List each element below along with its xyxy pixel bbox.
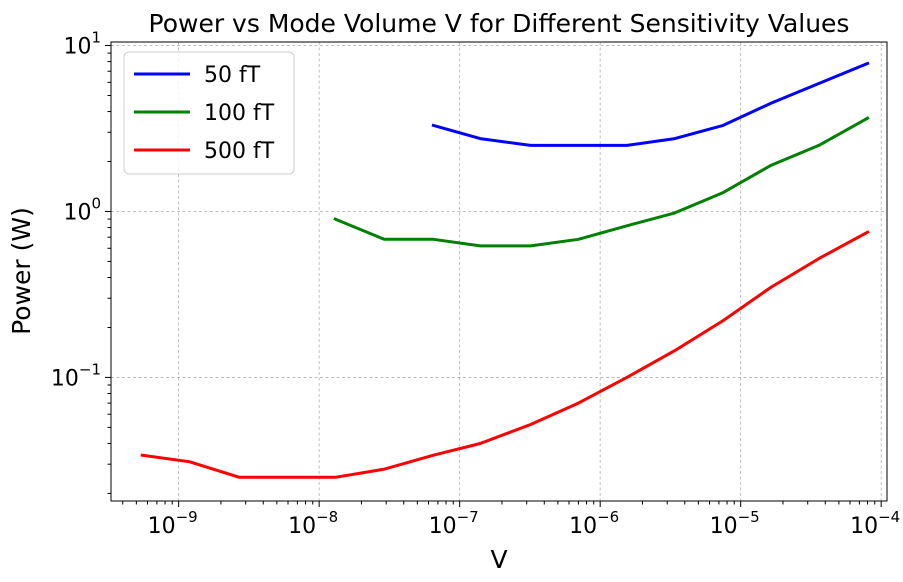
legend-label: 50 fT: [204, 63, 261, 88]
series-line-3: [140, 230, 870, 479]
y-tick-exp: 0: [91, 194, 101, 212]
x-tick-base: 10: [288, 514, 316, 539]
x-tick-label: 10−8: [288, 508, 338, 539]
x-tick-base: 10: [569, 514, 597, 539]
legend: 50 fT 100 fT 500 fT: [123, 51, 295, 175]
grid-layer: [111, 42, 887, 501]
x-tick-base: 10: [148, 514, 176, 539]
series-line-1: [431, 61, 870, 147]
plot-frame: [110, 41, 888, 502]
x-tick-label: 10−4: [850, 508, 900, 539]
x-tick-base: 10: [429, 514, 457, 539]
x-tick-base: 10: [710, 514, 738, 539]
y-axis-label: Power (W): [7, 207, 36, 335]
y-tick-label: 101: [63, 29, 101, 60]
y-tick-exp: 1: [91, 29, 101, 47]
x-tick-label: 10−5: [710, 508, 760, 539]
y-tick-exp: −1: [79, 360, 101, 378]
y-tick-base: 10: [51, 366, 79, 391]
y-tick-label: 100: [63, 194, 101, 225]
legend-box: [123, 51, 295, 175]
x-tick-label: 10−7: [429, 508, 479, 539]
legend-label: 100 fT: [204, 101, 275, 126]
legend-label: 500 fT: [204, 139, 275, 164]
x-tick-exp: −9: [176, 508, 198, 526]
x-axis-label: V: [490, 545, 507, 574]
x-tick-exp: −7: [457, 508, 479, 526]
series-line-2: [333, 116, 870, 248]
x-tick-label: 10−9: [148, 508, 198, 539]
y-tick-base: 10: [63, 200, 91, 225]
series-layer: [140, 61, 870, 479]
x-tick-exp: −8: [316, 508, 338, 526]
chart-title: Power vs Mode Volume V for Different Sen…: [149, 9, 850, 38]
x-tick-exp: −5: [738, 508, 760, 526]
x-tick-exp: −6: [597, 508, 619, 526]
x-tick-exp: −4: [878, 508, 900, 526]
x-tick-label: 10−6: [569, 508, 619, 539]
x-tick-base: 10: [850, 514, 878, 539]
y-tick-base: 10: [63, 35, 91, 60]
y-tick-label: 10−1: [51, 360, 101, 391]
